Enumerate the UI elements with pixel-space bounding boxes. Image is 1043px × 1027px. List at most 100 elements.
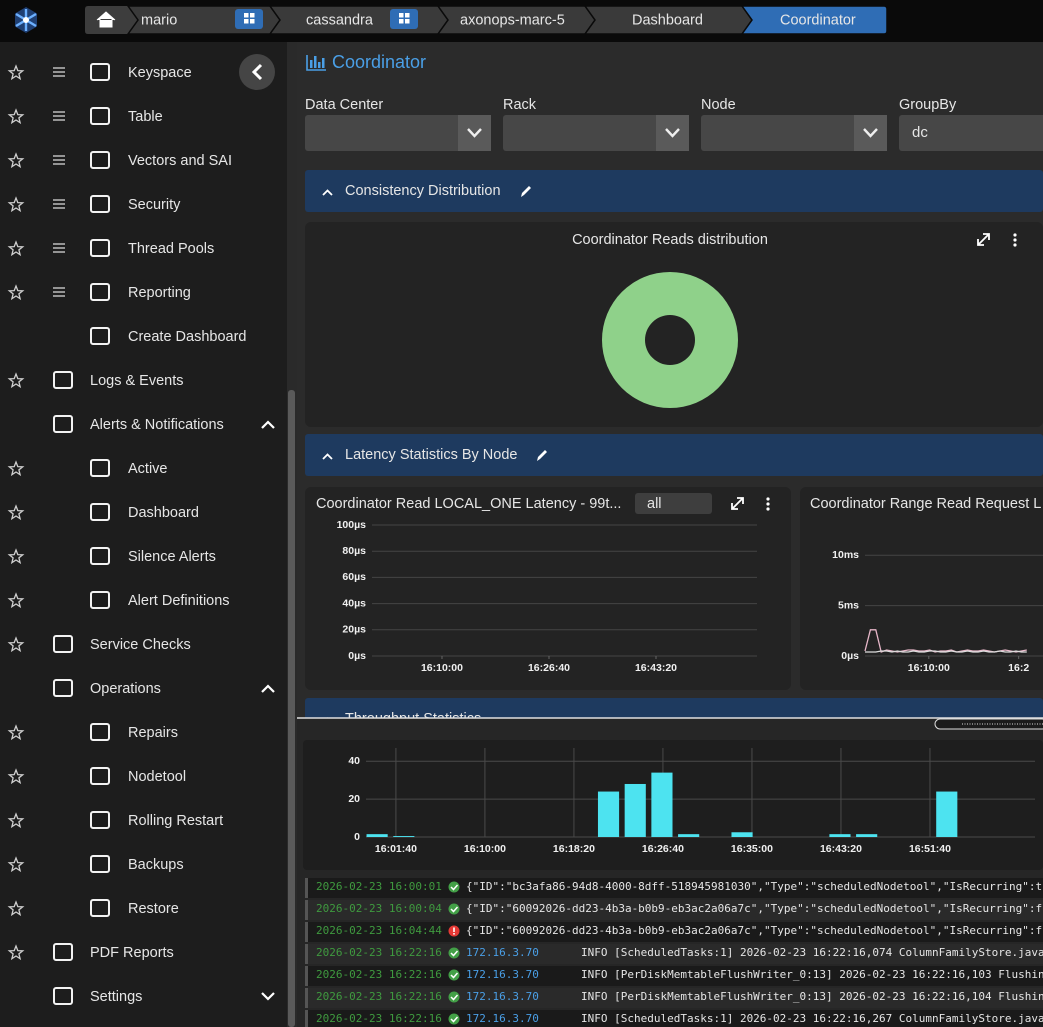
donut-slice[interactable] <box>602 272 738 408</box>
bar[interactable] <box>856 834 878 837</box>
favorite-star[interactable] <box>7 636 25 653</box>
selector-value: all <box>647 496 662 512</box>
log-host[interactable]: 172.16.3.70 <box>466 968 539 981</box>
favorite-star[interactable] <box>7 548 25 565</box>
bar[interactable] <box>678 834 700 837</box>
favorite-star[interactable] <box>7 812 25 829</box>
collapse-button[interactable] <box>239 54 275 90</box>
bar[interactable] <box>731 832 753 837</box>
expand-chevron[interactable] <box>261 684 275 693</box>
log-row-border <box>305 988 308 1008</box>
crumb-menu[interactable] <box>390 9 418 29</box>
grid-icon <box>244 13 249 18</box>
favorite-star[interactable] <box>7 944 25 961</box>
favorite-star[interactable] <box>7 240 25 257</box>
section-header[interactable] <box>305 698 1043 740</box>
menu-label[interactable]: Backups <box>128 857 184 873</box>
section-header[interactable] <box>305 434 1043 476</box>
menu-label[interactable]: Table <box>128 109 163 125</box>
panel-tools[interactable] <box>731 233 1017 511</box>
pane-scroller[interactable] <box>934 718 1043 730</box>
log-row[interactable] <box>305 944 1043 964</box>
log-row[interactable] <box>305 988 1043 1008</box>
favorite-star[interactable] <box>7 856 25 873</box>
filter-select[interactable] <box>899 115 1043 151</box>
section-header[interactable] <box>305 170 1043 212</box>
favorite-star[interactable] <box>7 284 25 301</box>
favorite-star[interactable] <box>7 196 25 213</box>
favorite-star[interactable] <box>7 108 25 125</box>
menu-label[interactable]: Rolling Restart <box>128 813 223 829</box>
section-title: Consistency Distribution <box>345 183 501 199</box>
bar-chart: 0 20 40 16:01:40 16:10:00 16:18:20 16:26:40 16:… <box>348 748 1035 855</box>
menu-label[interactable]: Logs & Events <box>90 373 184 389</box>
log-host[interactable]: 172.16.3.70 <box>466 946 539 959</box>
menu-label[interactable]: Nodetool <box>128 769 186 785</box>
menu-label[interactable]: Operations <box>90 681 161 697</box>
menu-label[interactable]: Thread Pools <box>128 241 214 257</box>
bar[interactable] <box>624 783 646 837</box>
bar[interactable] <box>597 791 620 837</box>
status-icon <box>448 969 460 981</box>
log-host[interactable]: 172.16.3.70 <box>466 1012 539 1025</box>
log-message: INFO [PerDiskMemtableFlushWriter_0:13] 2… <box>581 968 1043 981</box>
expand-chevron[interactable] <box>261 992 275 1001</box>
crumb-label: Dashboard <box>632 12 703 28</box>
log-row[interactable] <box>305 878 1043 898</box>
y-tick-label: 10ms <box>832 549 859 561</box>
menu-label[interactable]: Repairs <box>128 725 178 741</box>
menu-label[interactable]: Dashboard <box>128 505 199 521</box>
log-row[interactable] <box>305 1010 1043 1027</box>
menu-label[interactable]: Active <box>128 461 168 477</box>
log-time: 2026-02-23 16:22:16 <box>316 1012 442 1025</box>
menu-icon <box>90 899 110 917</box>
selector[interactable] <box>635 493 712 514</box>
favorite-star[interactable] <box>7 64 25 81</box>
status-check <box>450 884 459 891</box>
favorite-star[interactable] <box>7 900 25 917</box>
crumb[interactable] <box>740 5 888 35</box>
log-row[interactable] <box>305 922 1043 942</box>
log-time: 2026-02-23 16:22:16 <box>316 946 442 959</box>
status-icon <box>448 1013 460 1025</box>
logo[interactable] <box>15 7 37 33</box>
filter-select[interactable] <box>701 115 887 151</box>
crumb-menu[interactable] <box>235 9 263 29</box>
favorite-star[interactable] <box>7 592 25 609</box>
log-row[interactable] <box>305 966 1043 986</box>
dashboard: Coordinator Data Center Rack Node GroupBy dc… <box>305 52 1043 740</box>
favorite-star[interactable] <box>7 460 25 477</box>
menu-label[interactable]: Security <box>128 197 181 213</box>
menu-label[interactable]: Settings <box>90 989 142 1005</box>
bar[interactable] <box>829 834 851 837</box>
filter-select[interactable] <box>305 115 491 151</box>
log-row[interactable] <box>305 900 1043 920</box>
menu-label[interactable]: Alert Definitions <box>128 593 230 609</box>
menu-label[interactable]: Silence Alerts <box>128 549 216 565</box>
favorite-star[interactable] <box>7 724 25 741</box>
menu-label[interactable]: Alerts & Notifications <box>90 417 224 433</box>
filter-label: GroupBy <box>899 97 957 113</box>
menu-label[interactable]: Vectors and SAI <box>128 153 232 169</box>
edit-icon[interactable] <box>521 186 531 197</box>
favorite-star[interactable] <box>7 372 25 389</box>
collapse-icon <box>251 63 263 81</box>
favorite-star[interactable] <box>7 152 25 169</box>
filter-select[interactable] <box>503 115 689 151</box>
menu-label[interactable]: Reporting <box>128 285 191 301</box>
menu-label[interactable]: PDF Reports <box>90 945 174 961</box>
favorite-star[interactable] <box>7 768 25 785</box>
menu-label[interactable]: Service Checks <box>90 637 191 653</box>
menu-label[interactable]: Create Dashboard <box>128 329 247 345</box>
expand-chevron[interactable] <box>261 420 275 429</box>
edit-icon[interactable] <box>537 450 547 461</box>
bar[interactable] <box>393 836 415 837</box>
menu-label[interactable]: Restore <box>128 901 179 917</box>
menu-label[interactable]: Keyspace <box>128 65 192 81</box>
log-host[interactable]: 172.16.3.70 <box>466 990 539 1003</box>
bar[interactable] <box>936 791 958 837</box>
favorite-star[interactable] <box>7 504 25 521</box>
bar[interactable] <box>366 834 388 837</box>
scrollbar-thumb[interactable] <box>288 390 295 1027</box>
bar[interactable] <box>651 772 673 837</box>
